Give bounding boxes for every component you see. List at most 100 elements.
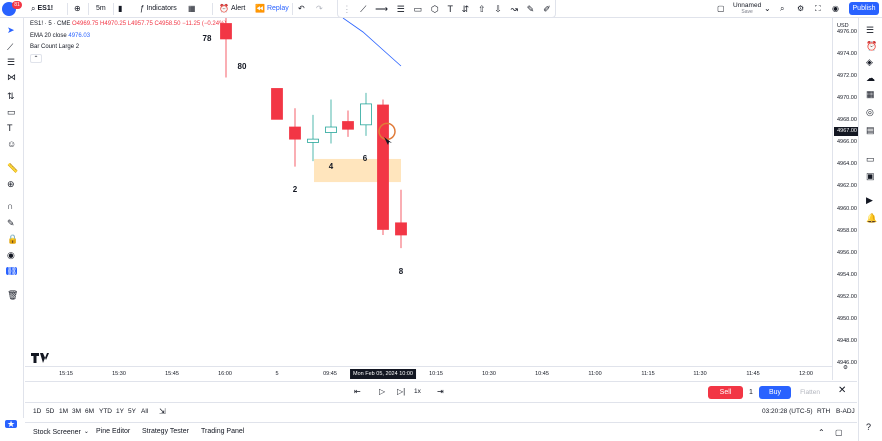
text-icon[interactable]: T [7, 123, 13, 133]
collapse-legend-button[interactable]: ⌃ [30, 54, 42, 63]
path-icon[interactable]: ⬡ [430, 3, 439, 14]
adjustment-label[interactable]: B-ADJ [836, 408, 855, 415]
layers-icon[interactable]: ◈ [866, 57, 873, 67]
eye-icon[interactable]: ◉ [7, 250, 15, 260]
goto-date-icon[interactable]: ⇲ [159, 407, 166, 416]
symbol-legend[interactable]: ES1! · 5 · CME O4969.75 H4970.25 L4957.7… [30, 21, 226, 27]
cursor-icon[interactable]: ➤ [7, 25, 15, 35]
range-6m[interactable]: 6M [85, 408, 95, 415]
range-ytd[interactable]: YTD [99, 408, 112, 415]
play-icon[interactable]: ▷ [379, 387, 386, 396]
flatten-button[interactable]: Flatten [800, 389, 820, 396]
trend-line-icon[interactable]: ⟋ [7, 42, 14, 52]
curve-icon[interactable]: ↝ [510, 3, 519, 14]
notifications-icon[interactable]: 🔔 [866, 213, 878, 223]
ema-legend[interactable]: EMA 20 close 4976.03 [30, 33, 90, 39]
magnet-icon[interactable]: ∩ [7, 201, 14, 211]
close-replay-icon[interactable]: ✕ [838, 385, 847, 396]
layout-name[interactable]: Unnamed Save [733, 2, 761, 17]
chat-icon[interactable]: ▭ [866, 154, 875, 164]
horizontal-ray-icon[interactable]: ⟶ [375, 3, 389, 14]
redo-button[interactable]: ↷ [316, 2, 323, 16]
zoom-icon[interactable]: ⊕ [7, 179, 15, 189]
tab-pine-editor[interactable]: Pine Editor [96, 428, 130, 435]
barcount-legend[interactable]: Bar Count Large 2 [30, 44, 79, 50]
watchlist-icon[interactable]: ☰ [866, 25, 875, 35]
range-3m[interactable]: 3M [72, 408, 82, 415]
shapes-icon[interactable]: ▭ [7, 107, 16, 117]
collapse-panel-icon[interactable]: ⌃ [818, 428, 825, 437]
layout-button[interactable]: ▢ [717, 2, 725, 16]
pencil-icon[interactable]: ✐ [543, 3, 551, 14]
price-axis[interactable]: USD 4976.00 4974.00 4972.00 4970.00 4968.00 4… [832, 18, 858, 380]
maximize-panel-icon[interactable]: ▢ [835, 428, 843, 437]
compare-button[interactable]: ⊕ [74, 2, 81, 16]
range-all[interactable]: All [141, 408, 149, 415]
range-5d[interactable]: 5D [46, 408, 55, 415]
indicators-button[interactable]: ƒ Indicators [140, 2, 177, 16]
step-forward-icon[interactable]: ▷| [397, 387, 406, 396]
bar-style-button[interactable]: ▮ [118, 2, 122, 16]
interval-button[interactable]: 5m [96, 2, 106, 16]
fullscreen-button[interactable]: ⛶ [815, 2, 821, 16]
tab-strategy-tester[interactable]: Strategy Tester [142, 428, 189, 435]
range-1y[interactable]: 1Y [116, 408, 124, 415]
price-chart[interactable]: 78 80 2 4 6 8 [25, 18, 832, 366]
icons-icon[interactable]: ☺ [7, 139, 17, 149]
broadcast-icon[interactable]: ▶ [866, 195, 873, 205]
clock-label[interactable]: 03:20:28 (UTC-5) [762, 408, 813, 415]
snapshot-button[interactable]: ◉ [832, 2, 839, 16]
session-label[interactable]: RTH [817, 408, 831, 415]
range-1d[interactable]: 1D [33, 408, 42, 415]
templates-button[interactable]: ▦ [188, 2, 196, 16]
publish-button[interactable]: Publish [849, 2, 879, 15]
hotlists-icon[interactable]: ☁ [866, 73, 875, 83]
chart-pane[interactable]: 78 80 2 4 6 8 [25, 18, 832, 380]
select-bar-icon[interactable]: ⇤ [354, 387, 361, 396]
trash-icon[interactable]: 🗑 [7, 290, 19, 300]
lock-icon[interactable]: 🔒 [7, 234, 19, 244]
replay-speed-button[interactable]: 1x [414, 388, 421, 395]
quick-search-button[interactable]: ⌕ [780, 2, 784, 16]
brush-icon[interactable]: ✎ [526, 3, 535, 14]
tab-trading-panel[interactable]: Trading Panel [201, 428, 244, 435]
time-axis[interactable]: 15:15 15:30 15:45 16:00 5 09:45 10:15 10:30 10:4… [25, 366, 832, 380]
undo-button[interactable]: ↶ [298, 2, 305, 16]
sell-button[interactable]: Sell [708, 386, 743, 399]
jump-to-realtime-icon[interactable]: ⇥ [437, 387, 444, 396]
axis-settings-icon[interactable]: ⚙ [843, 365, 848, 371]
alarm-clock-icon: ⏰ [219, 4, 229, 13]
alert-button[interactable]: ⏰ Alert [219, 2, 245, 16]
trend-line-icon[interactable]: ⟋ [360, 3, 367, 14]
quantity-field[interactable]: 1 [749, 389, 753, 396]
tab-stock-screener[interactable]: Stock Screener ⌄ [33, 428, 89, 436]
buy-button[interactable]: Buy [759, 386, 791, 399]
rectangle-icon[interactable]: ▭ [413, 3, 423, 14]
settings-button[interactable]: ⚙ [797, 2, 804, 16]
layout-menu-button[interactable]: ⌄ [764, 2, 771, 16]
alerts-icon[interactable]: ⏰ [866, 41, 878, 51]
symbol-search[interactable]: ⌕ ES1! [31, 2, 53, 16]
range-5y[interactable]: 5Y [128, 408, 136, 415]
favorites-icon[interactable]: ★ [5, 419, 17, 429]
arrow-down-icon[interactable]: ⇩ [494, 3, 502, 14]
fib-icon[interactable]: ☰ [7, 57, 16, 67]
time-tick: 10:30 [482, 371, 496, 377]
calendar-icon[interactable]: ▦ [866, 89, 875, 99]
pattern-icon[interactable]: ⋈ [7, 72, 16, 82]
range-1m[interactable]: 1M [59, 408, 69, 415]
help-icon[interactable]: ? [866, 422, 872, 432]
forecast-icon[interactable]: ⇅ [7, 91, 15, 101]
arrow-up-icon[interactable]: ⇧ [477, 3, 486, 14]
parallel-channel-icon[interactable]: ☰ [396, 3, 405, 14]
text-icon[interactable]: T [447, 3, 453, 14]
long-position-icon[interactable]: ⇵ [461, 3, 470, 14]
drag-handle-icon[interactable]: ⋮ [342, 3, 352, 14]
lock-drawing-icon[interactable]: ✎ [7, 218, 15, 228]
ruler-icon[interactable]: 📏 [7, 163, 19, 173]
ideas-icon[interactable]: ◎ [866, 107, 874, 117]
news-icon[interactable]: ▤ [866, 125, 875, 135]
replay-button[interactable]: ⏪ Replay [255, 2, 289, 16]
streams-icon[interactable]: ▣ [866, 171, 875, 181]
link-icon[interactable]: ⛓ [6, 266, 18, 276]
